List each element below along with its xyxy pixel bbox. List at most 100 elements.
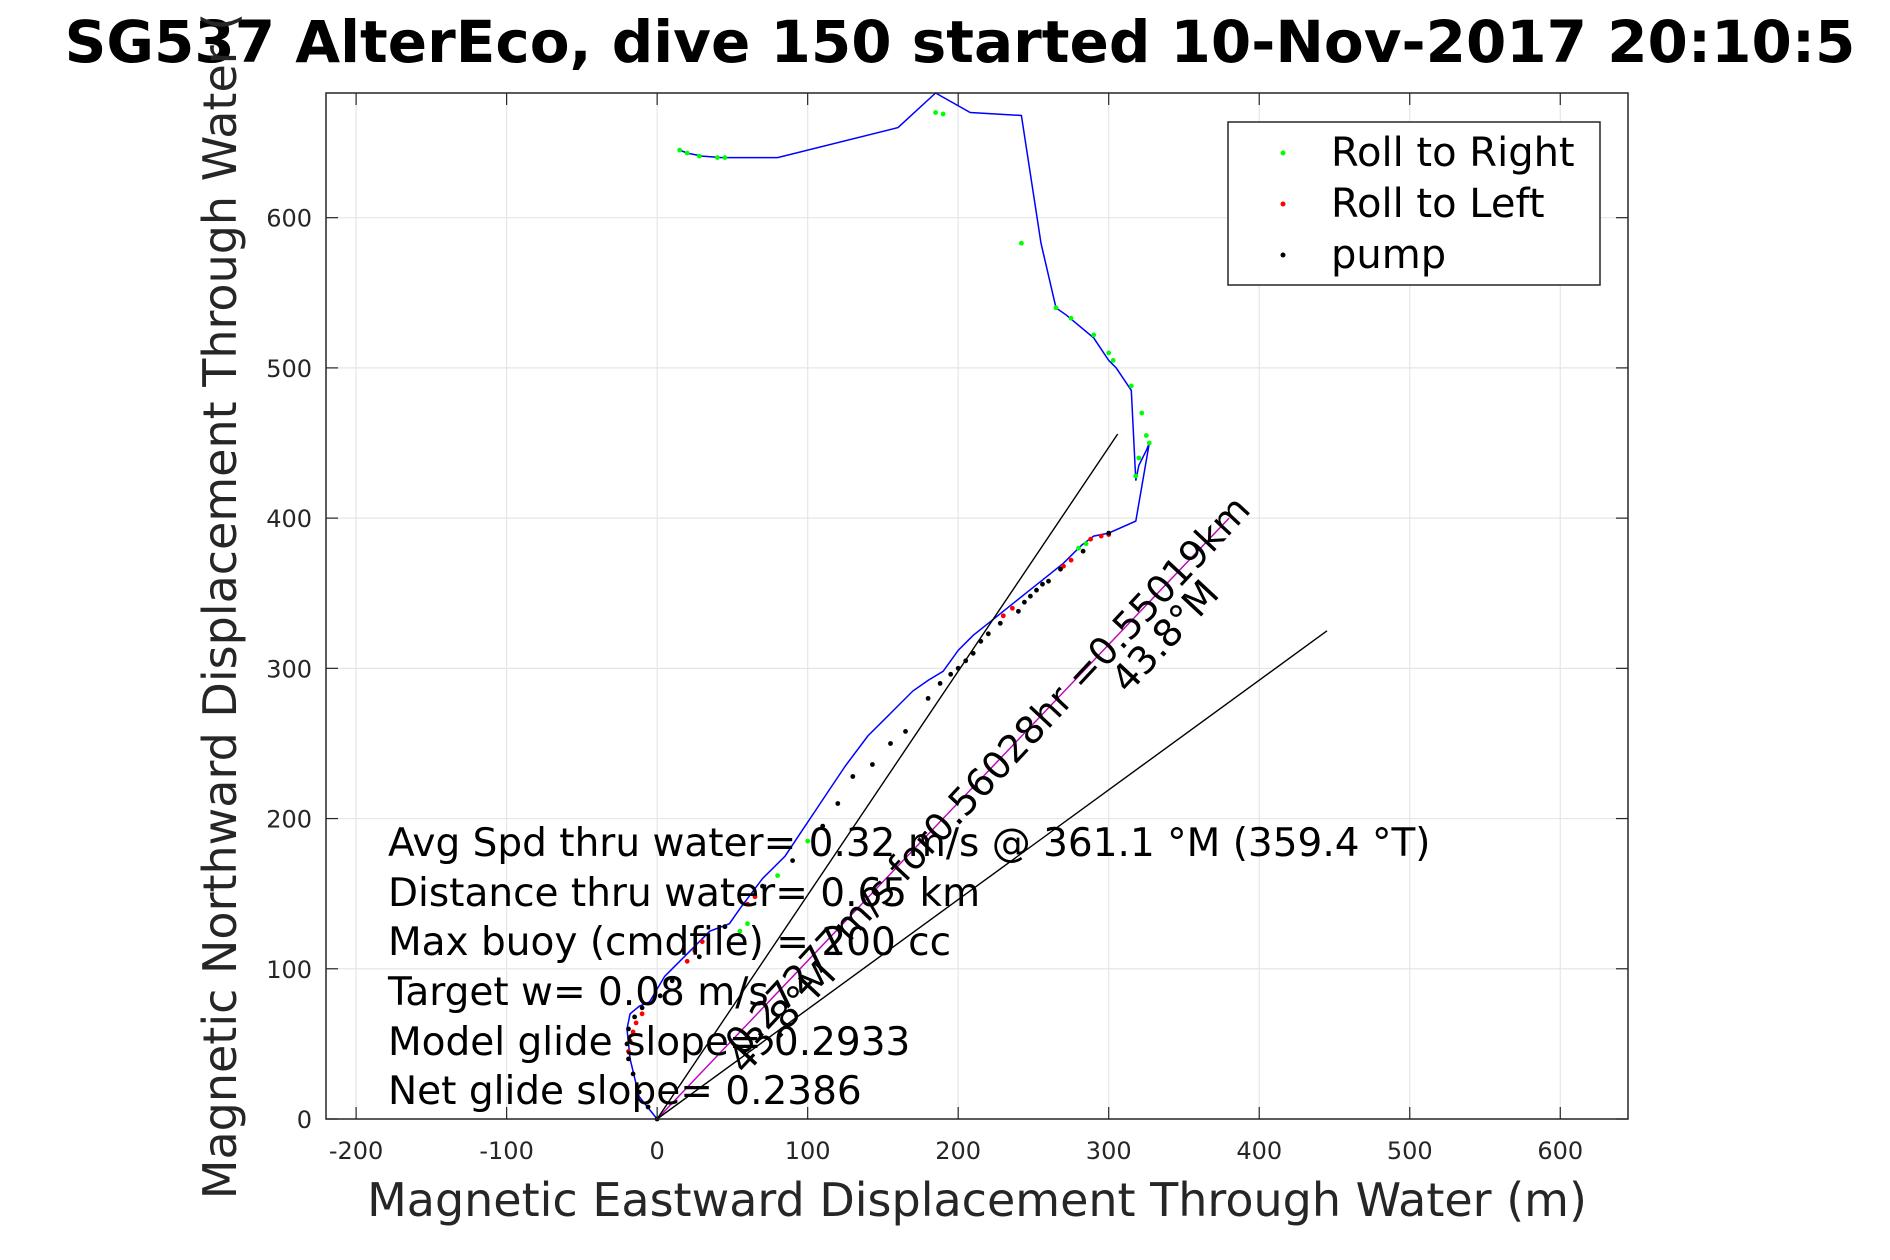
pump-point (937, 681, 943, 686)
pump-point (1046, 578, 1051, 584)
roll-right-point (737, 928, 743, 934)
pump-point (948, 671, 954, 677)
legend-marker-roll-right (1280, 150, 1286, 156)
x-tick-label: -200 (329, 1137, 383, 1165)
y-axis-label: Magnetic Northward Displacement Through … (193, 13, 247, 1199)
pump-point (955, 665, 961, 671)
pump-point (1040, 581, 1045, 587)
roll-left-point (1068, 557, 1074, 563)
roll-right-point (696, 153, 702, 159)
pump-point (696, 954, 702, 960)
roll-left-point (684, 958, 690, 964)
note-target-w: Target w= 0.08 m/s (387, 970, 769, 1015)
roll-right-point (1136, 455, 1142, 461)
x-tick-label: 200 (935, 1137, 981, 1165)
note-max-buoy: Max buoy (cmdfile) = 200 cc (388, 920, 951, 965)
x-tick-label: 600 (1537, 1137, 1583, 1165)
pump-point (657, 993, 663, 999)
pump-point (1022, 599, 1027, 605)
pump-point (1034, 587, 1039, 593)
y-tick-label: 100 (266, 956, 312, 984)
roll-left-point (1010, 605, 1015, 611)
roll-right-point (1146, 440, 1152, 446)
pump-point (1058, 566, 1063, 572)
y-tick-label: 500 (266, 355, 312, 383)
series-line-track (626, 92, 1151, 1120)
pump-point (1106, 530, 1112, 536)
roll-left-point (752, 894, 758, 900)
roll-left-point (626, 1049, 631, 1054)
roll-left-point (627, 1038, 633, 1044)
roll-right-point (1083, 541, 1089, 547)
pump-point (760, 883, 765, 889)
roll-left-point (1098, 533, 1104, 539)
pump-point (722, 924, 728, 930)
roll-right-point (940, 111, 946, 117)
roll-right-point (745, 921, 750, 927)
roll-right-point (805, 838, 811, 844)
x-tick-label: 100 (785, 1137, 831, 1165)
x-tick-label: -100 (479, 1137, 533, 1165)
pump-point (1080, 548, 1086, 554)
roll-right-point (1139, 410, 1145, 416)
note-model-glide: Model glide slope= 0.2933 (388, 1020, 910, 1065)
roll-right-point (1143, 433, 1149, 438)
pump-point (626, 1056, 631, 1062)
pump-point (669, 978, 675, 984)
roll-right-point (1076, 545, 1081, 551)
x-axis-label: Magnetic Eastward Displacement Through W… (367, 1173, 1587, 1227)
legend-marker-pump (1280, 252, 1286, 258)
legend-label-pump: pump (1331, 232, 1446, 278)
pump-point (888, 741, 893, 746)
y-tick-label: 200 (266, 806, 312, 834)
axes-box (325, 92, 1629, 1120)
pump-point (925, 696, 931, 701)
legend-label-roll-left: Roll to Left (1331, 181, 1545, 227)
legend-label-roll-right: Roll to Right (1331, 130, 1575, 176)
roll-right-point (775, 873, 780, 878)
roll-left-point (699, 939, 705, 945)
x-tick-label: 500 (1387, 1137, 1433, 1165)
roll-right-point (715, 155, 720, 161)
series-line-model-line-b (656, 630, 1328, 1120)
x-tick-label: 400 (1236, 1137, 1282, 1165)
roll-left-point (1000, 613, 1006, 619)
pump-point (1016, 608, 1021, 614)
roll-right-point (1133, 473, 1139, 479)
legend: Roll to Right Roll to Left pump (1227, 121, 1601, 286)
roll-left-point (639, 1011, 645, 1017)
pump-point (630, 1071, 636, 1077)
y-tick-label: 300 (266, 655, 312, 683)
roll-right-point (1110, 358, 1116, 363)
x-tick-label: 300 (1086, 1137, 1132, 1165)
pump-point (645, 1104, 651, 1110)
x-tick-label: 0 (650, 1137, 665, 1165)
note-net-glide: Net glide slope= 0.2386 (388, 1069, 862, 1114)
pump-point (870, 762, 875, 767)
roll-right-point (722, 155, 728, 161)
roll-left-point (1088, 536, 1093, 542)
pump-point (820, 823, 826, 829)
roll-left-point (630, 1029, 636, 1035)
roll-left-point (633, 1020, 639, 1026)
pump-point (997, 620, 1003, 626)
pump-point (978, 638, 984, 644)
pump-point (626, 1026, 631, 1032)
pump-point (639, 1005, 645, 1011)
pump-point (970, 650, 976, 656)
legend-marker-roll-left (1280, 201, 1286, 207)
pump-point (624, 1041, 630, 1047)
data-layer (624, 92, 1328, 1122)
roll-right-point (1053, 305, 1059, 311)
ticks: -200 -100 0 100 200 300 400 500 600 0 100 200 300 400… (266, 93, 1628, 1165)
roll-right-point (933, 110, 938, 115)
y-tick-label: 400 (266, 505, 312, 533)
roll-left-point (1061, 563, 1066, 569)
chart-title: SG537 AlterEco, dive 150 started 10-Nov-… (65, 8, 1856, 76)
roll-right-point (1106, 350, 1112, 356)
pump-point (790, 858, 795, 863)
pump-point (903, 729, 908, 734)
pump-point (636, 1089, 642, 1095)
pump-point (850, 774, 856, 779)
y-tick-label: 0 (297, 1106, 312, 1134)
